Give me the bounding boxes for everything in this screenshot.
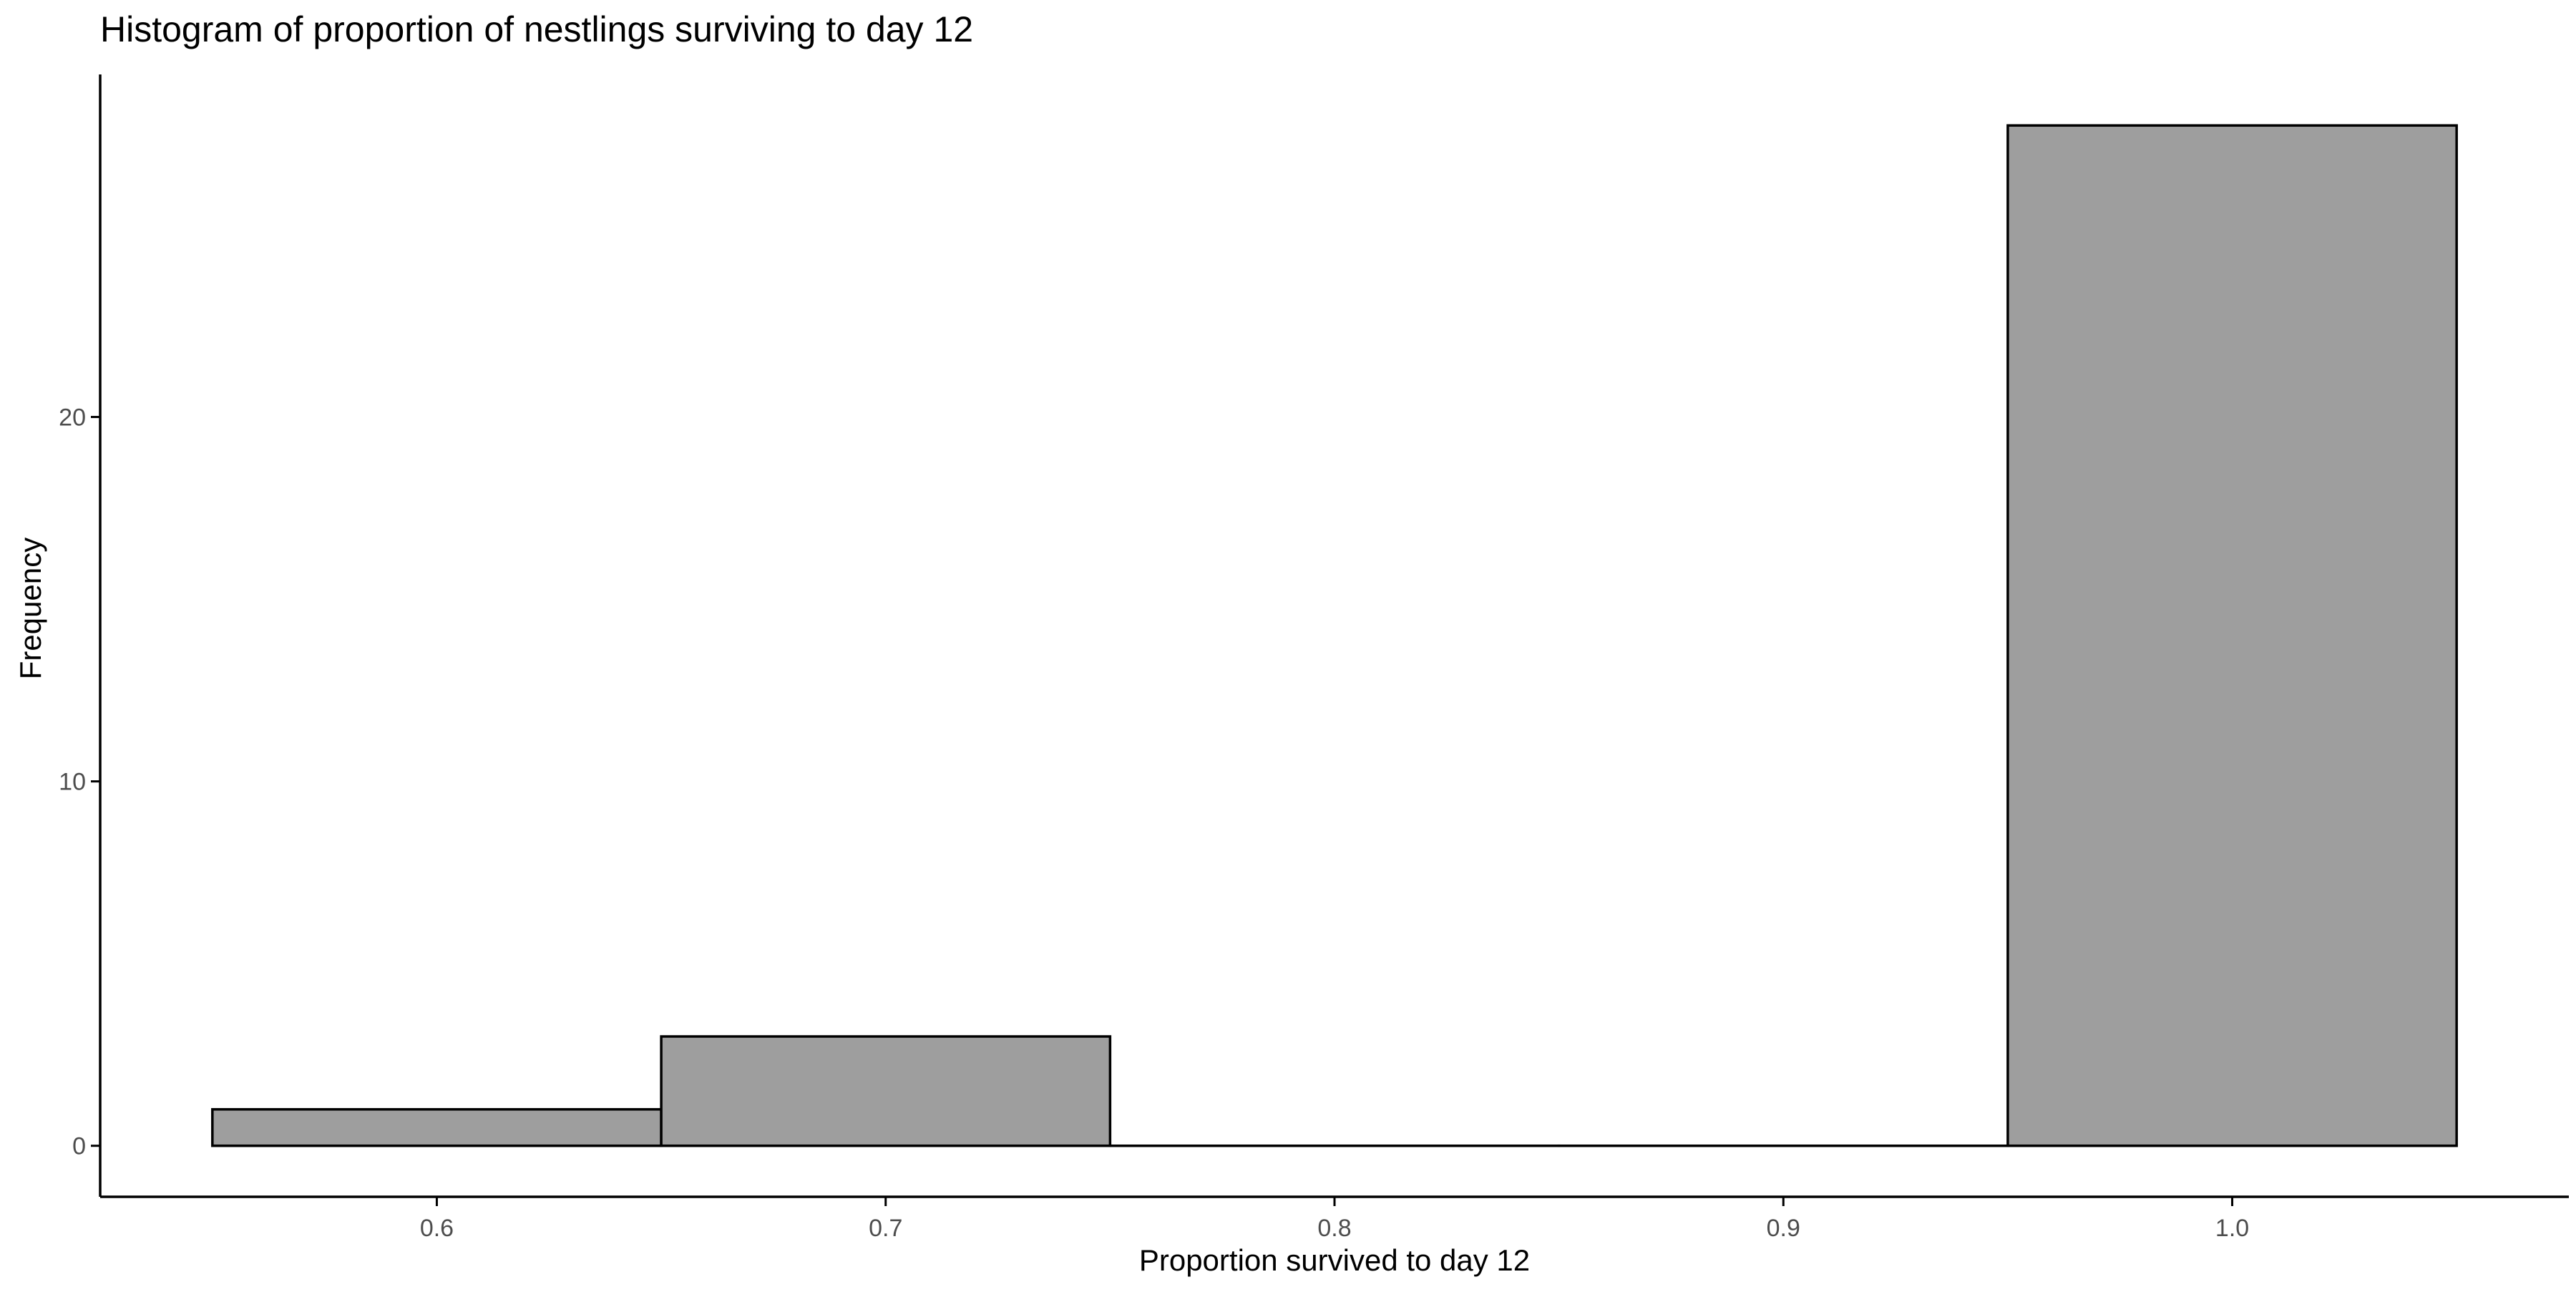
x-tick-label: 0.9: [1767, 1215, 1800, 1242]
y-axis-label: Frequency: [14, 538, 47, 679]
y-tick-label: 0: [72, 1133, 86, 1160]
y-tick-label: 10: [59, 769, 86, 796]
chart-title: Histogram of proportion of nestlings sur…: [100, 9, 973, 49]
histogram-bar-2: [661, 1036, 1110, 1146]
x-tick-label: 0.7: [869, 1215, 902, 1242]
bars-layer: [213, 125, 2457, 1145]
histogram-bar-1: [213, 1109, 661, 1146]
x-axis-label: Proportion survived to day 12: [1139, 1243, 1530, 1277]
histogram-bar-5: [2008, 125, 2457, 1145]
x-tick-label: 0.6: [420, 1215, 454, 1242]
x-tick-label: 0.8: [1317, 1215, 1351, 1242]
y-tick-label: 20: [59, 404, 86, 432]
x-tick-label: 1.0: [2215, 1215, 2249, 1242]
